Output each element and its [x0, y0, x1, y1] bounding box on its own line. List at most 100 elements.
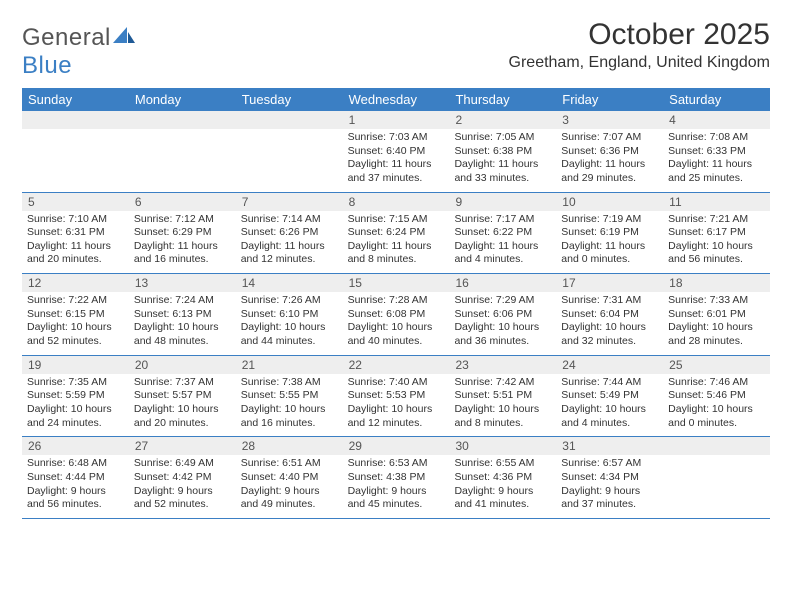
day-number: 14: [236, 274, 343, 292]
week-block: 19202122232425Sunrise: 7:35 AM Sunset: 5…: [22, 355, 770, 437]
day-info: Sunrise: 7:37 AM Sunset: 5:57 PM Dayligh…: [129, 374, 236, 437]
day-number: 9: [449, 193, 556, 211]
day-number: 16: [449, 274, 556, 292]
page-header: GeneralBlue October 2025 Greetham, Engla…: [22, 18, 770, 80]
day-header-row: Sunday Monday Tuesday Wednesday Thursday…: [22, 88, 770, 111]
day-info: Sunrise: 7:21 AM Sunset: 6:17 PM Dayligh…: [663, 211, 770, 274]
day-number: 29: [343, 437, 450, 455]
day-number: 3: [556, 111, 663, 129]
day-info: Sunrise: 7:15 AM Sunset: 6:24 PM Dayligh…: [343, 211, 450, 274]
day-header: Thursday: [449, 88, 556, 111]
day-number: 31: [556, 437, 663, 455]
day-info: Sunrise: 6:48 AM Sunset: 4:44 PM Dayligh…: [22, 455, 129, 518]
day-number: 8: [343, 193, 450, 211]
info-row: Sunrise: 6:48 AM Sunset: 4:44 PM Dayligh…: [22, 455, 770, 518]
day-info: Sunrise: 7:05 AM Sunset: 6:38 PM Dayligh…: [449, 129, 556, 192]
calendar: Sunday Monday Tuesday Wednesday Thursday…: [22, 88, 770, 519]
info-row: Sunrise: 7:22 AM Sunset: 6:15 PM Dayligh…: [22, 292, 770, 355]
day-number: 6: [129, 193, 236, 211]
day-number: 24: [556, 356, 663, 374]
day-info: Sunrise: 7:08 AM Sunset: 6:33 PM Dayligh…: [663, 129, 770, 192]
day-number: 2: [449, 111, 556, 129]
day-number: 19: [22, 356, 129, 374]
day-number: 12: [22, 274, 129, 292]
day-number: 1: [343, 111, 450, 129]
day-info: Sunrise: 6:53 AM Sunset: 4:38 PM Dayligh…: [343, 455, 450, 518]
logo-word1: General: [22, 24, 111, 51]
day-info: Sunrise: 6:55 AM Sunset: 4:36 PM Dayligh…: [449, 455, 556, 518]
daynum-row: 1234: [22, 111, 770, 129]
week-block: 1234Sunrise: 7:03 AM Sunset: 6:40 PM Day…: [22, 111, 770, 192]
title-block: October 2025 Greetham, England, United K…: [509, 18, 770, 72]
day-number: 27: [129, 437, 236, 455]
day-header: Saturday: [663, 88, 770, 111]
day-info: [663, 455, 770, 518]
daynum-row: 19202122232425: [22, 356, 770, 374]
location: Greetham, England, United Kingdom: [509, 54, 770, 72]
day-info: [236, 129, 343, 192]
day-number: [663, 437, 770, 455]
day-info: Sunrise: 7:38 AM Sunset: 5:55 PM Dayligh…: [236, 374, 343, 437]
month-title: October 2025: [509, 18, 770, 52]
day-number: 26: [22, 437, 129, 455]
day-info: Sunrise: 7:03 AM Sunset: 6:40 PM Dayligh…: [343, 129, 450, 192]
day-number: [22, 111, 129, 129]
day-number: 15: [343, 274, 450, 292]
logo-sail-icon: [113, 24, 135, 52]
day-number: 10: [556, 193, 663, 211]
day-info: Sunrise: 7:07 AM Sunset: 6:36 PM Dayligh…: [556, 129, 663, 192]
day-info: [129, 129, 236, 192]
day-number: 21: [236, 356, 343, 374]
day-number: 17: [556, 274, 663, 292]
day-info: Sunrise: 7:26 AM Sunset: 6:10 PM Dayligh…: [236, 292, 343, 355]
day-info: Sunrise: 7:33 AM Sunset: 6:01 PM Dayligh…: [663, 292, 770, 355]
day-info: Sunrise: 7:24 AM Sunset: 6:13 PM Dayligh…: [129, 292, 236, 355]
day-info: Sunrise: 7:28 AM Sunset: 6:08 PM Dayligh…: [343, 292, 450, 355]
day-info: Sunrise: 7:10 AM Sunset: 6:31 PM Dayligh…: [22, 211, 129, 274]
day-number: 30: [449, 437, 556, 455]
day-header: Monday: [129, 88, 236, 111]
daynum-row: 262728293031: [22, 437, 770, 455]
day-header: Sunday: [22, 88, 129, 111]
day-info: [22, 129, 129, 192]
day-number: 18: [663, 274, 770, 292]
day-info: Sunrise: 7:17 AM Sunset: 6:22 PM Dayligh…: [449, 211, 556, 274]
logo-text: GeneralBlue: [22, 24, 135, 80]
weeks-container: 1234Sunrise: 7:03 AM Sunset: 6:40 PM Day…: [22, 111, 770, 518]
info-row: Sunrise: 7:10 AM Sunset: 6:31 PM Dayligh…: [22, 211, 770, 274]
day-number: 22: [343, 356, 450, 374]
info-row: Sunrise: 7:35 AM Sunset: 5:59 PM Dayligh…: [22, 374, 770, 437]
day-number: 7: [236, 193, 343, 211]
day-info: Sunrise: 7:44 AM Sunset: 5:49 PM Dayligh…: [556, 374, 663, 437]
day-number: 23: [449, 356, 556, 374]
day-info: Sunrise: 7:14 AM Sunset: 6:26 PM Dayligh…: [236, 211, 343, 274]
day-info: Sunrise: 7:46 AM Sunset: 5:46 PM Dayligh…: [663, 374, 770, 437]
day-info: Sunrise: 7:31 AM Sunset: 6:04 PM Dayligh…: [556, 292, 663, 355]
daynum-row: 12131415161718: [22, 274, 770, 292]
day-number: 28: [236, 437, 343, 455]
day-info: Sunrise: 7:12 AM Sunset: 6:29 PM Dayligh…: [129, 211, 236, 274]
day-number: 4: [663, 111, 770, 129]
logo-word2: Blue: [22, 52, 72, 79]
day-info: Sunrise: 6:57 AM Sunset: 4:34 PM Dayligh…: [556, 455, 663, 518]
day-header: Wednesday: [343, 88, 450, 111]
day-info: Sunrise: 7:29 AM Sunset: 6:06 PM Dayligh…: [449, 292, 556, 355]
day-number: 13: [129, 274, 236, 292]
day-number: [129, 111, 236, 129]
day-number: 20: [129, 356, 236, 374]
day-header: Friday: [556, 88, 663, 111]
day-info: Sunrise: 6:51 AM Sunset: 4:40 PM Dayligh…: [236, 455, 343, 518]
day-info: Sunrise: 7:22 AM Sunset: 6:15 PM Dayligh…: [22, 292, 129, 355]
calendar-bottom-border: [22, 518, 770, 519]
week-block: 262728293031Sunrise: 6:48 AM Sunset: 4:4…: [22, 436, 770, 518]
week-block: 12131415161718Sunrise: 7:22 AM Sunset: 6…: [22, 273, 770, 355]
daynum-row: 567891011: [22, 193, 770, 211]
day-info: Sunrise: 7:42 AM Sunset: 5:51 PM Dayligh…: [449, 374, 556, 437]
day-number: 25: [663, 356, 770, 374]
day-info: Sunrise: 7:19 AM Sunset: 6:19 PM Dayligh…: [556, 211, 663, 274]
day-number: 11: [663, 193, 770, 211]
day-number: [236, 111, 343, 129]
day-info: Sunrise: 7:35 AM Sunset: 5:59 PM Dayligh…: [22, 374, 129, 437]
logo: GeneralBlue: [22, 24, 135, 80]
day-info: Sunrise: 6:49 AM Sunset: 4:42 PM Dayligh…: [129, 455, 236, 518]
